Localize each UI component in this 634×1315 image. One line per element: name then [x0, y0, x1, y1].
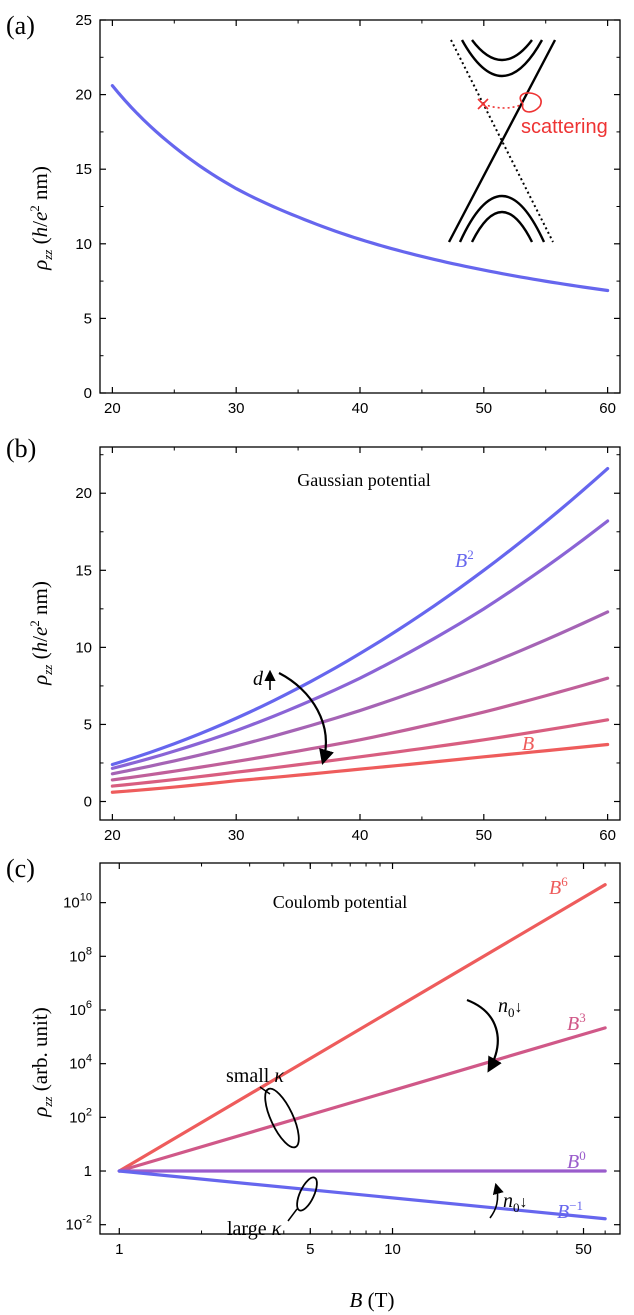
x-tick-label: 5: [306, 1241, 314, 1258]
panel-c-label: (c): [6, 854, 35, 883]
inset-linear-band: [447, 39, 557, 243]
label-B6: B6: [549, 874, 568, 899]
panel-b-plot-area: 20 30 40 50 60 0 5 10 15 20: [75, 446, 621, 844]
panel-a-ylabel: ρzz (h/e2 nm): [27, 166, 55, 271]
series-line-2: [117, 1026, 607, 1173]
x-tick-label: 20: [104, 400, 121, 417]
panel-b-title: Gaussian potential: [297, 470, 430, 490]
x-tick-label: 1: [115, 1241, 123, 1258]
panel-a-inset-bands: [447, 39, 557, 243]
series-line-1: [110, 466, 610, 767]
panel-b-label: (b): [6, 434, 36, 463]
x-tick-label: 30: [228, 400, 245, 417]
svg-text:ρzz (h/e2 nm): ρzz (h/e2 nm): [27, 166, 55, 271]
plot-frame: [99, 862, 621, 1235]
svg-text:ρzz (h/e2 nm): ρzz (h/e2 nm): [27, 581, 55, 686]
panel-a-label: (a): [6, 11, 35, 40]
label-B-squared: B2: [455, 547, 474, 572]
series-line-3: [110, 610, 610, 776]
x-tick-label: 50: [475, 400, 492, 417]
panel-c-ylabel: ρzz (arb. unit): [28, 1007, 55, 1117]
d-curved-arrow: [278, 672, 334, 765]
y-tick-label: 15: [75, 562, 92, 579]
plot-frame: [99, 446, 621, 821]
label-Bm1: B−1: [557, 1198, 583, 1223]
y-tick-label: 0: [84, 794, 92, 811]
y-tick-label: 1: [84, 1163, 92, 1180]
label-n0-bottom: n0↓: [503, 1190, 528, 1215]
n0-bottom-arrow: [489, 1182, 504, 1219]
svg-text:B (T): B (T): [350, 1288, 395, 1312]
series-line-2: [110, 519, 610, 770]
x-tick-label: 40: [352, 400, 369, 417]
y-tick-label: 0: [84, 385, 92, 402]
label-large-kappa: large κ: [227, 1218, 282, 1240]
large-kappa-ellipse: [296, 1176, 318, 1212]
label-d: d: [253, 668, 264, 690]
panel-c: (c) Coulomb potential ρzz (arb. unit) B …: [6, 854, 621, 1312]
y-tick-label: 10: [75, 639, 92, 656]
y-tick-label: 108: [69, 945, 92, 965]
small-kappa-ellipse: [264, 1087, 300, 1149]
label-n0-top: n0↓: [498, 995, 523, 1020]
label-B-linear: B: [522, 733, 534, 755]
y-tick-label: 106: [69, 999, 92, 1019]
panel-a: (a) ρzz (h/e2 nm) 20 30 40 50 60 0 5 10 15 20 25 s…: [6, 11, 621, 417]
panel-c-title: Coulomb potential: [273, 892, 408, 912]
panel-a-plot-area: 20 30 40 50 60 0 5 10 15 20 25: [75, 12, 621, 417]
panel-c-xlabel: B (T): [350, 1288, 395, 1312]
y-tick-label: 10: [75, 236, 92, 253]
scattering-path: [482, 103, 524, 109]
y-tick-label: 102: [69, 1106, 92, 1126]
x-tick-label: 10: [384, 1241, 401, 1258]
label-B3: B3: [567, 1010, 586, 1035]
large-kappa-pointer: [287, 1208, 298, 1222]
y-tick-label: 15: [75, 161, 92, 178]
label-B0: B0: [567, 1148, 586, 1173]
x-tick-label: 20: [104, 827, 121, 844]
y-tick-label: 10-2: [66, 1214, 92, 1234]
x-tick-label: 40: [352, 827, 369, 844]
small-kappa-pointer: [259, 1086, 271, 1095]
inset-upper-band-2: [460, 39, 544, 78]
inset-upper-band-1: [471, 39, 533, 62]
series-line-5: [110, 718, 610, 788]
panel-a-inset-scattering: [477, 92, 542, 113]
scattering-label: scattering: [521, 116, 608, 138]
x-tick-label: 50: [475, 827, 492, 844]
series-line-4: [117, 1169, 607, 1221]
panel-b: (b) Gaussian potential ρzz (h/e2 nm) 20 3…: [6, 434, 621, 844]
label-small-kappa: small κ: [226, 1065, 284, 1087]
scattering-cross: [477, 98, 489, 110]
inset-lower-band-1: [470, 211, 534, 243]
n0-curved-arrow: [466, 998, 502, 1073]
x-tick-label: 30: [228, 827, 245, 844]
x-tick-label: 60: [599, 400, 616, 417]
x-tick-label: 50: [575, 1241, 592, 1258]
panel-b-ylabel: ρzz (h/e2 nm): [27, 581, 55, 686]
series-line-4: [110, 676, 610, 782]
y-tick-label: 25: [75, 12, 92, 29]
plot-frame: [99, 19, 621, 394]
y-tick-label: 1010: [63, 892, 92, 912]
y-tick-label: 5: [84, 716, 92, 733]
y-tick-label: 5: [84, 310, 92, 327]
x-tick-label: 60: [599, 827, 616, 844]
svg-text:ρzz (arb. unit): ρzz (arb. unit): [28, 1007, 55, 1117]
series-line-1: [117, 883, 607, 1173]
series-line-1: [110, 84, 610, 293]
panel-c-plot-area: 1 5 10 50 10-2 1 102 104 106 108 1010: [63, 862, 621, 1258]
scattering-loop: [519, 92, 542, 113]
y-tick-label: 20: [75, 485, 92, 502]
y-tick-label: 20: [75, 87, 92, 104]
series-line-6: [110, 742, 610, 794]
y-tick-label: 104: [69, 1053, 92, 1073]
inset-lower-band-2: [458, 195, 546, 243]
